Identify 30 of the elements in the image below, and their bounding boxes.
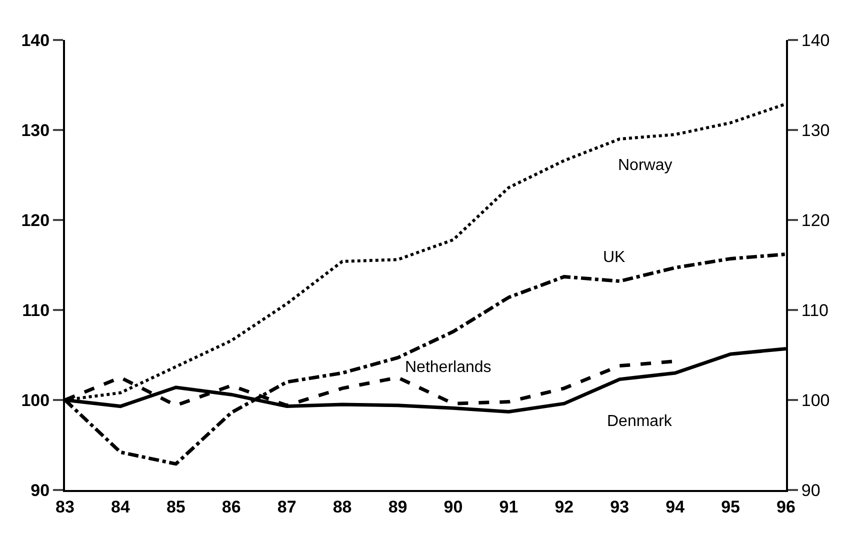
y-tick-label: 100: [21, 390, 50, 410]
y2-tick-label: 120: [801, 210, 830, 230]
x-tick-label: 94: [666, 497, 686, 516]
x-tick-label: 90: [444, 497, 463, 516]
x-tick-label: 86: [222, 497, 241, 516]
y2-tick-label: 130: [801, 120, 830, 140]
x-tick-label: 92: [554, 497, 574, 516]
y-tick-label: 120: [21, 210, 50, 230]
y2-tick-label: 110: [801, 300, 829, 320]
x-tick-label: 91: [499, 497, 518, 516]
y2-tick-label: 90: [801, 480, 820, 500]
y2-tick-label: 140: [801, 30, 830, 50]
x-tick-label: 89: [388, 497, 408, 516]
x-tick-label: 85: [166, 497, 186, 516]
x-tick-label: 87: [277, 497, 296, 516]
x-tick-label: 95: [721, 497, 740, 516]
y-tick-label: 110: [22, 300, 50, 320]
series-label: Denmark: [607, 413, 673, 430]
series-label: Norway: [618, 157, 672, 174]
x-tick-label: 88: [332, 497, 352, 516]
x-tick-label: 93: [610, 497, 630, 516]
y-tick-label: 90: [30, 480, 50, 500]
x-tick-label: 96: [776, 497, 796, 516]
series-label: UK: [603, 249, 626, 266]
y-tick-label: 130: [21, 120, 50, 140]
x-tick-label: 84: [111, 497, 130, 516]
y2-tick-label: 100: [801, 390, 830, 410]
x-tick-label: 83: [56, 497, 74, 516]
y-tick-label: 140: [21, 30, 50, 50]
series-label: Netherlands: [405, 359, 492, 376]
